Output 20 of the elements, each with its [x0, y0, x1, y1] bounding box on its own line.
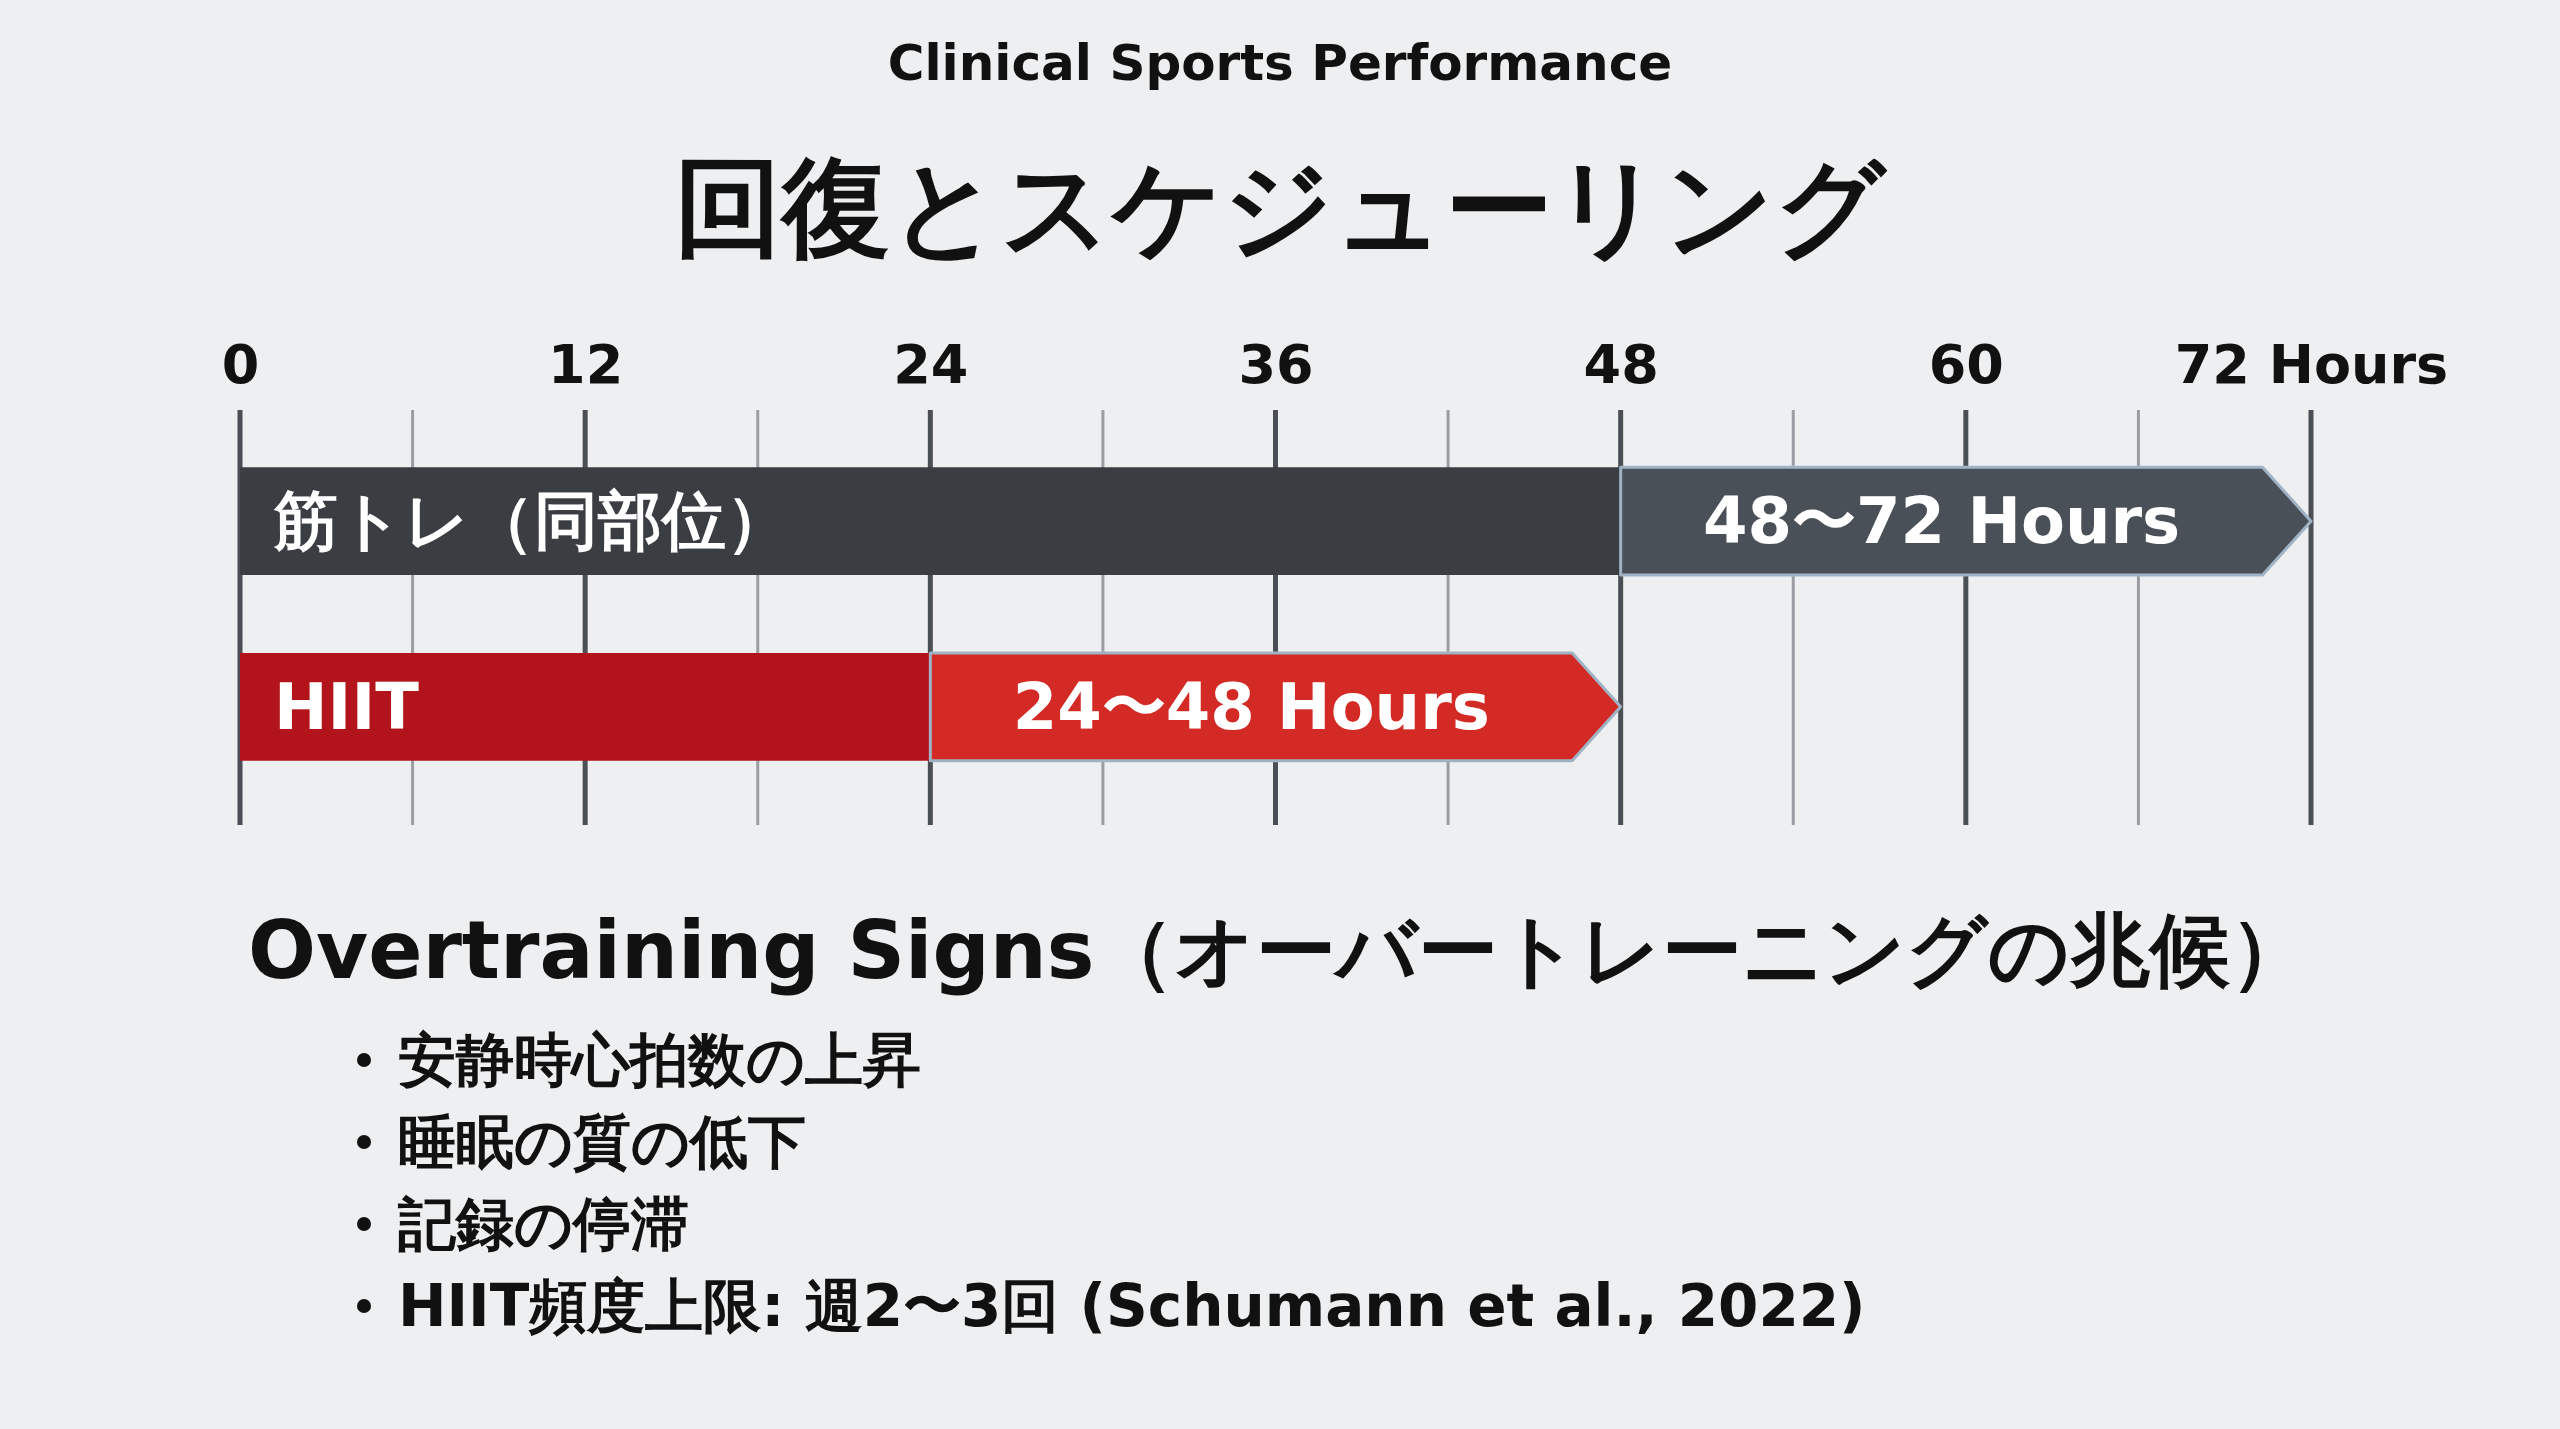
bar — [240, 467, 1621, 575]
x-tick-label: 72 Hours — [2174, 333, 2449, 396]
x-tick-label: 60 — [1928, 333, 2004, 396]
y-tick-label: 筋トレ（同部位） — [273, 484, 790, 559]
text: HIIT頻度上限: 週2〜3回 (Schumann et al., 2022) — [398, 1272, 1866, 1340]
x-tick-label: 0 — [221, 333, 260, 396]
bar — [240, 653, 931, 761]
x-tick-label: 48 — [1583, 333, 1659, 396]
annotation: 48〜72 Hours — [1703, 484, 2181, 559]
annotation: 24〜48 Hours — [1012, 669, 1490, 744]
text: 記録の停滞 — [397, 1190, 689, 1258]
text: 安静時心拍数の上昇 — [398, 1026, 921, 1094]
y-tick-label: HIIT — [274, 669, 420, 744]
x-tick-label: 24 — [893, 333, 969, 396]
text: 睡眠の質の低下 — [398, 1108, 806, 1176]
chart-subtitle: Clinical Sports Performance — [887, 34, 1673, 92]
chart-title: 回復とスケジューリング — [674, 145, 1888, 270]
text: Overtraining Signs（オーバートレーニングの兆候） — [248, 904, 2311, 997]
x-tick-label: 36 — [1238, 333, 1314, 396]
x-tick-label: 12 — [548, 333, 624, 396]
